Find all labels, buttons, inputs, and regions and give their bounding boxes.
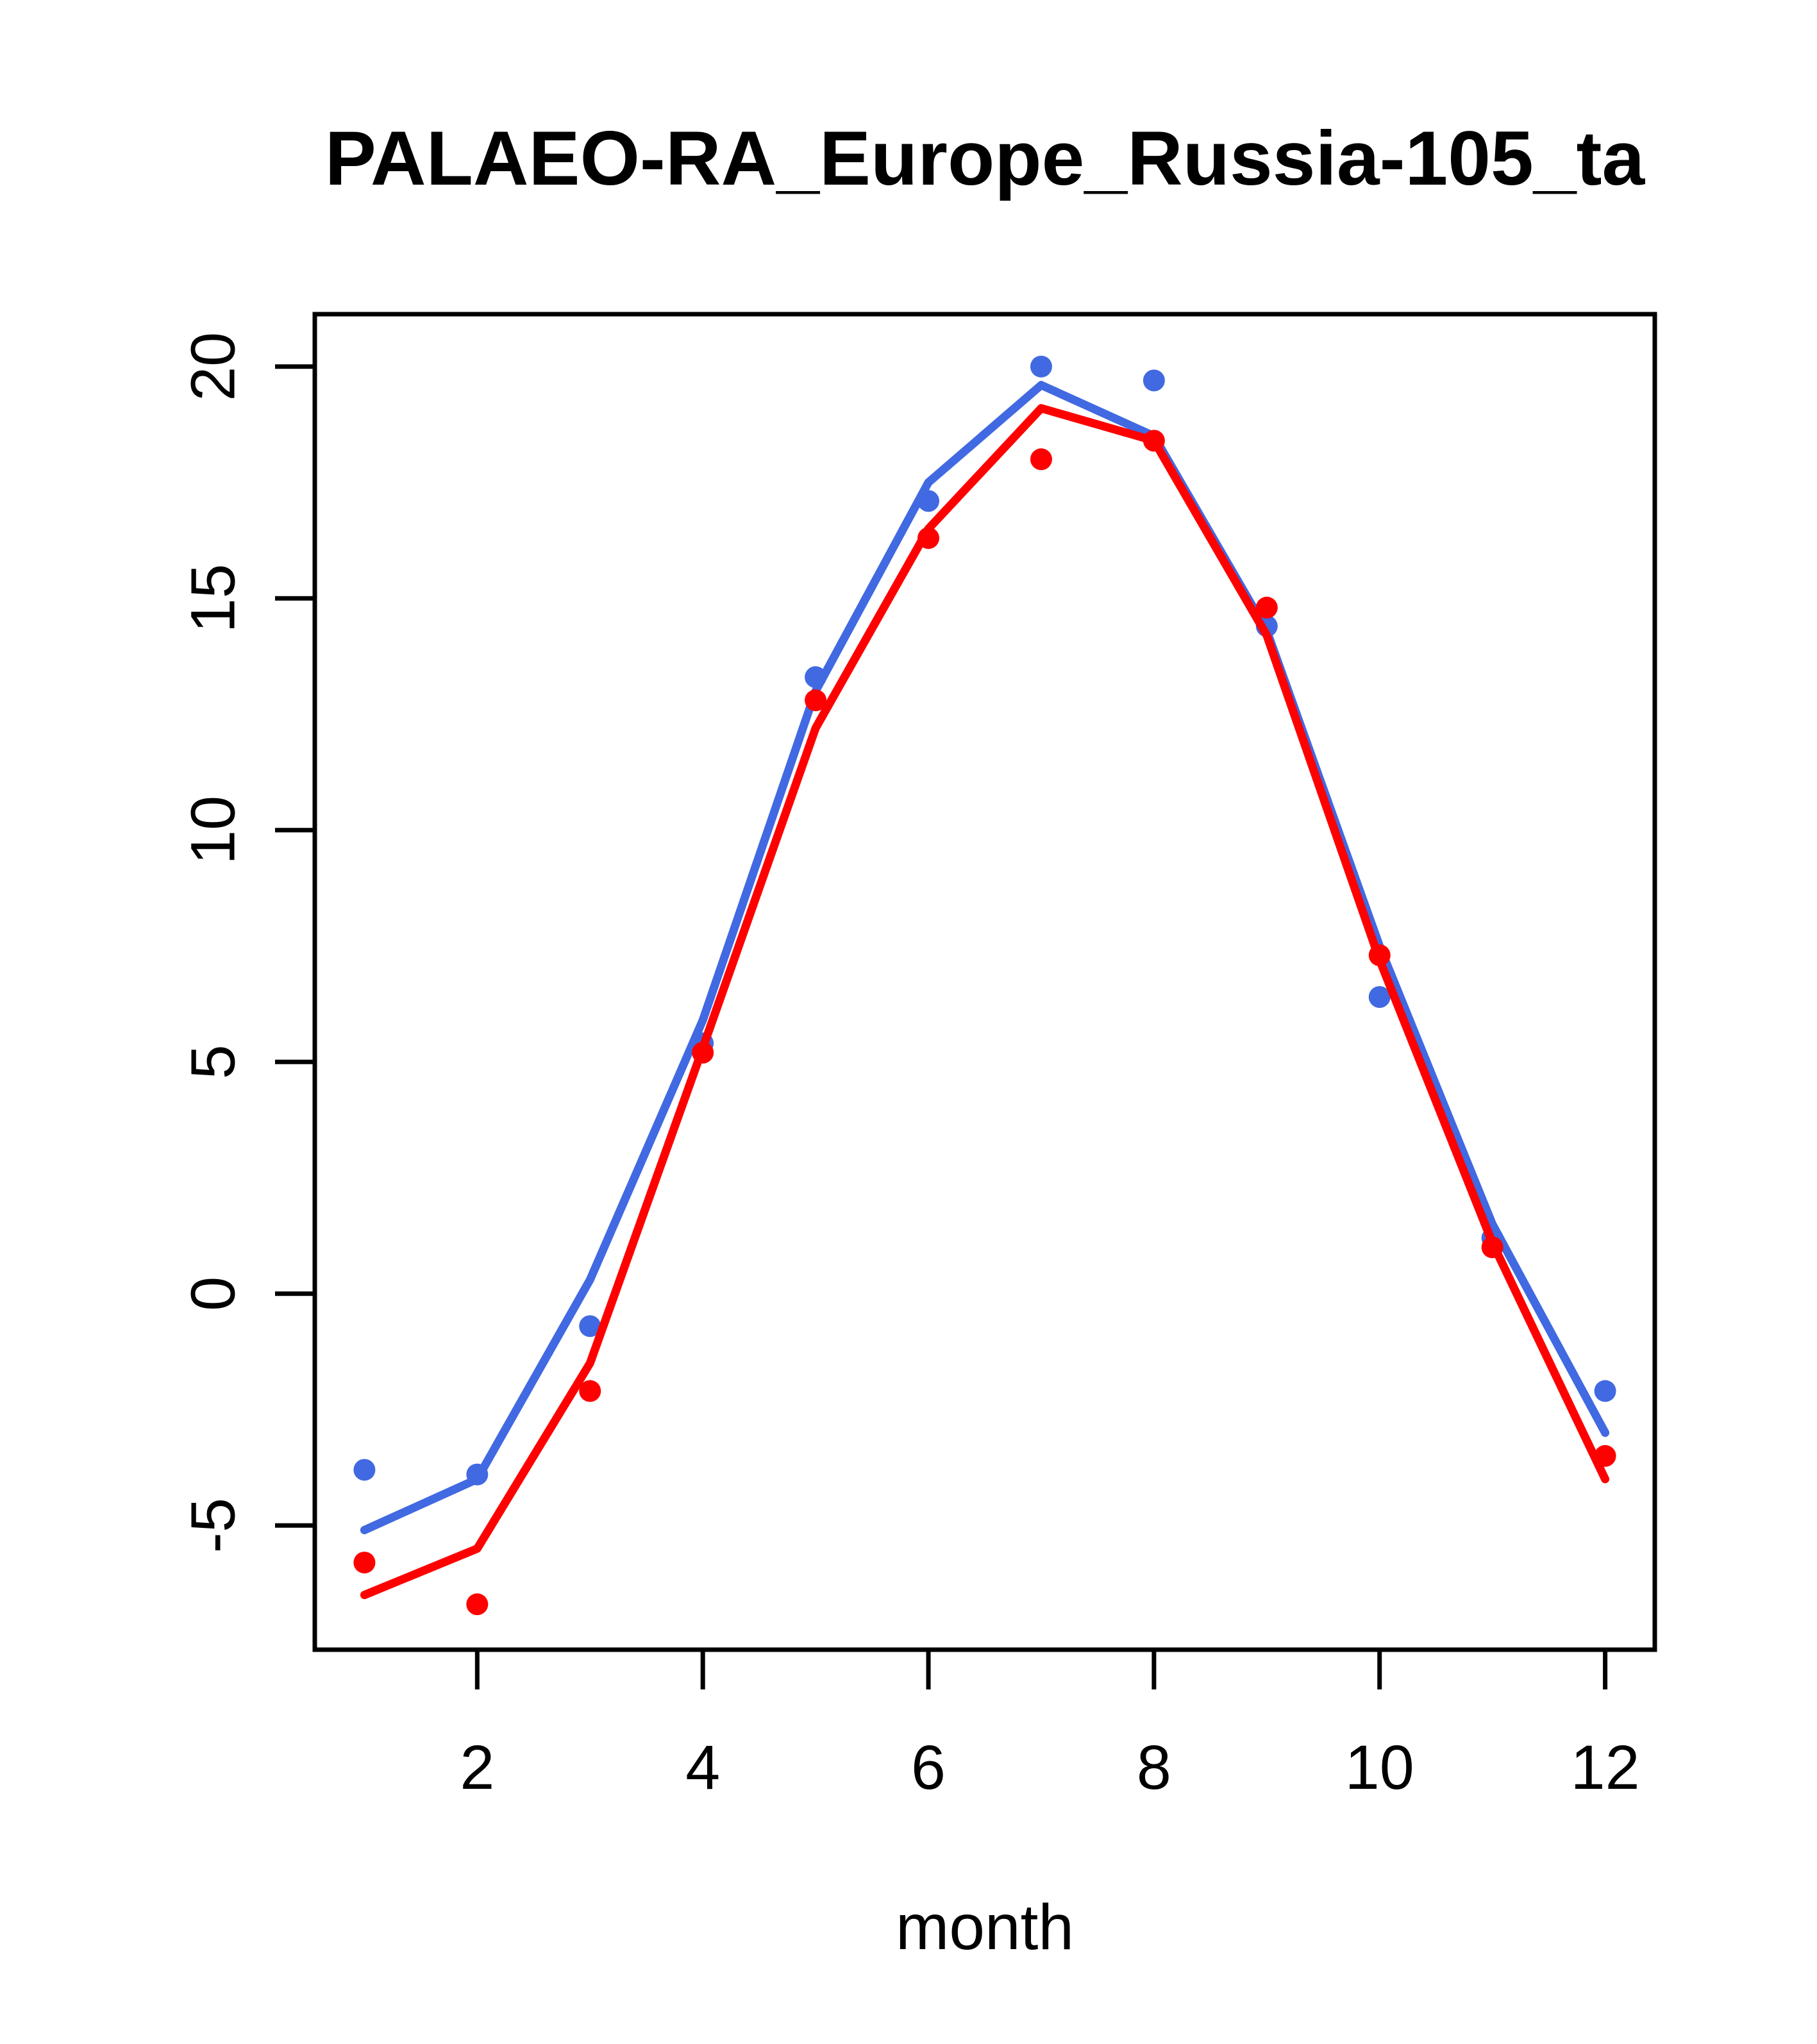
x-axis-label: month [896, 1891, 1074, 1963]
y-tick-label: 5 [178, 1044, 248, 1079]
y-tick-label: 15 [178, 564, 248, 633]
x-tick-label: 12 [1571, 1732, 1640, 1802]
x-tick-label: 10 [1345, 1732, 1414, 1802]
blue-series-point [353, 1459, 376, 1481]
red-series-point [805, 689, 827, 712]
x-tick-label: 8 [1137, 1732, 1171, 1802]
y-tick-label: 0 [178, 1277, 248, 1311]
blue-series-point [1368, 985, 1391, 1008]
blue-series-point [1030, 355, 1052, 378]
blue-series-line [360, 381, 1610, 1534]
red-series [353, 404, 1616, 1616]
y-tick-label: 10 [178, 796, 248, 865]
blue-series-point [1594, 1380, 1616, 1402]
blue-series [353, 355, 1616, 1534]
red-series-line [360, 404, 1610, 1600]
y-tick-label: -5 [178, 1498, 248, 1553]
blue-series-point [1143, 369, 1165, 392]
y-tick-label: 20 [178, 332, 248, 401]
chart-title: PALAEO-RA_Europe_Russia-105_ta [325, 115, 1646, 201]
red-series-point [466, 1593, 489, 1616]
red-series-point [1030, 448, 1052, 471]
x-tick-label: 2 [460, 1732, 494, 1802]
x-tick-label: 6 [911, 1732, 946, 1802]
plot-box [312, 312, 1657, 1652]
red-series-point [353, 1552, 376, 1574]
data-series [353, 355, 1616, 1616]
axes: 2 4 6 8 10 12 -5 0 5 10 15 20 [178, 332, 1640, 1802]
blue-series-point [579, 1315, 601, 1337]
red-series-point [1255, 596, 1278, 619]
red-series-point [579, 1380, 601, 1402]
x-tick-label: 4 [685, 1732, 720, 1802]
